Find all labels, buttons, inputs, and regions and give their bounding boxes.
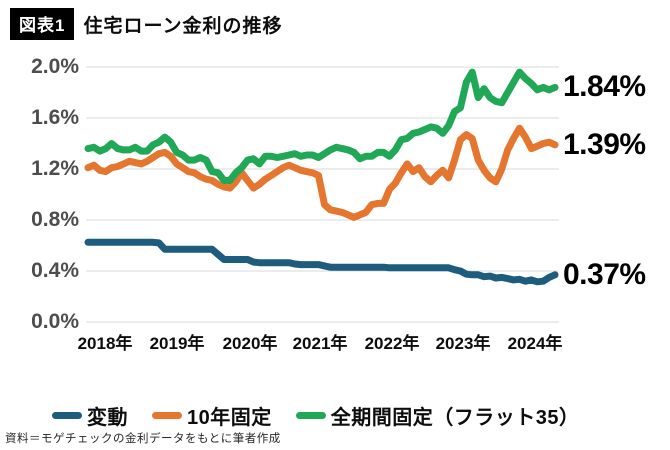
line-fixed10 (84, 124, 559, 221)
x-axis-label: 2019年 (149, 334, 205, 353)
legend-item-flat35: 全期間固定（フラット35） (295, 401, 580, 430)
variable-line-swatch (52, 412, 82, 419)
y-axis-label: 0.8% (31, 208, 79, 231)
x-axis-label: 2021年 (292, 334, 348, 353)
title-row: 図表1 住宅ローン金利の推移 (10, 8, 283, 40)
x-axis-label: 2024年 (507, 334, 563, 353)
figure-badge: 図表1 (10, 8, 75, 40)
line-flat35 (84, 68, 559, 184)
legend-label: 10年固定 (187, 407, 272, 429)
y-axis-label: 0.0% (31, 310, 79, 333)
end-value-flat35: 1.84% (563, 70, 646, 103)
x-axis-label: 2018年 (77, 334, 133, 353)
page-title: 住宅ローン金利の推移 (83, 15, 283, 37)
flat35-line-swatch (295, 412, 326, 419)
legend-item-variable: 変動 (52, 401, 128, 430)
y-axis-label: 0.4% (31, 259, 79, 282)
x-axis-label: 2022年 (364, 334, 420, 353)
y-axis-label: 1.2% (31, 157, 79, 180)
legend-label: 全期間固定（フラット35） (330, 407, 580, 429)
legend-item-fixed10: 10年固定 (152, 401, 272, 430)
line-variable (84, 238, 559, 286)
legend-label: 変動 (87, 407, 128, 429)
fixed10-line-swatch (152, 412, 182, 419)
y-axis-label: 2.0% (31, 55, 79, 78)
end-value-fixed10: 1.39% (563, 128, 646, 161)
x-axis-label: 2023年 (435, 334, 491, 353)
end-value-variable: 0.37% (563, 258, 646, 291)
x-axis-label: 2020年 (222, 334, 278, 353)
source-note: 資料＝モゲチェックの金利データをもとに筆者作成 (5, 433, 281, 445)
y-axis-label: 1.6% (31, 106, 79, 129)
legend: 変動 10年固定 全期間固定（フラット35） (52, 401, 580, 430)
